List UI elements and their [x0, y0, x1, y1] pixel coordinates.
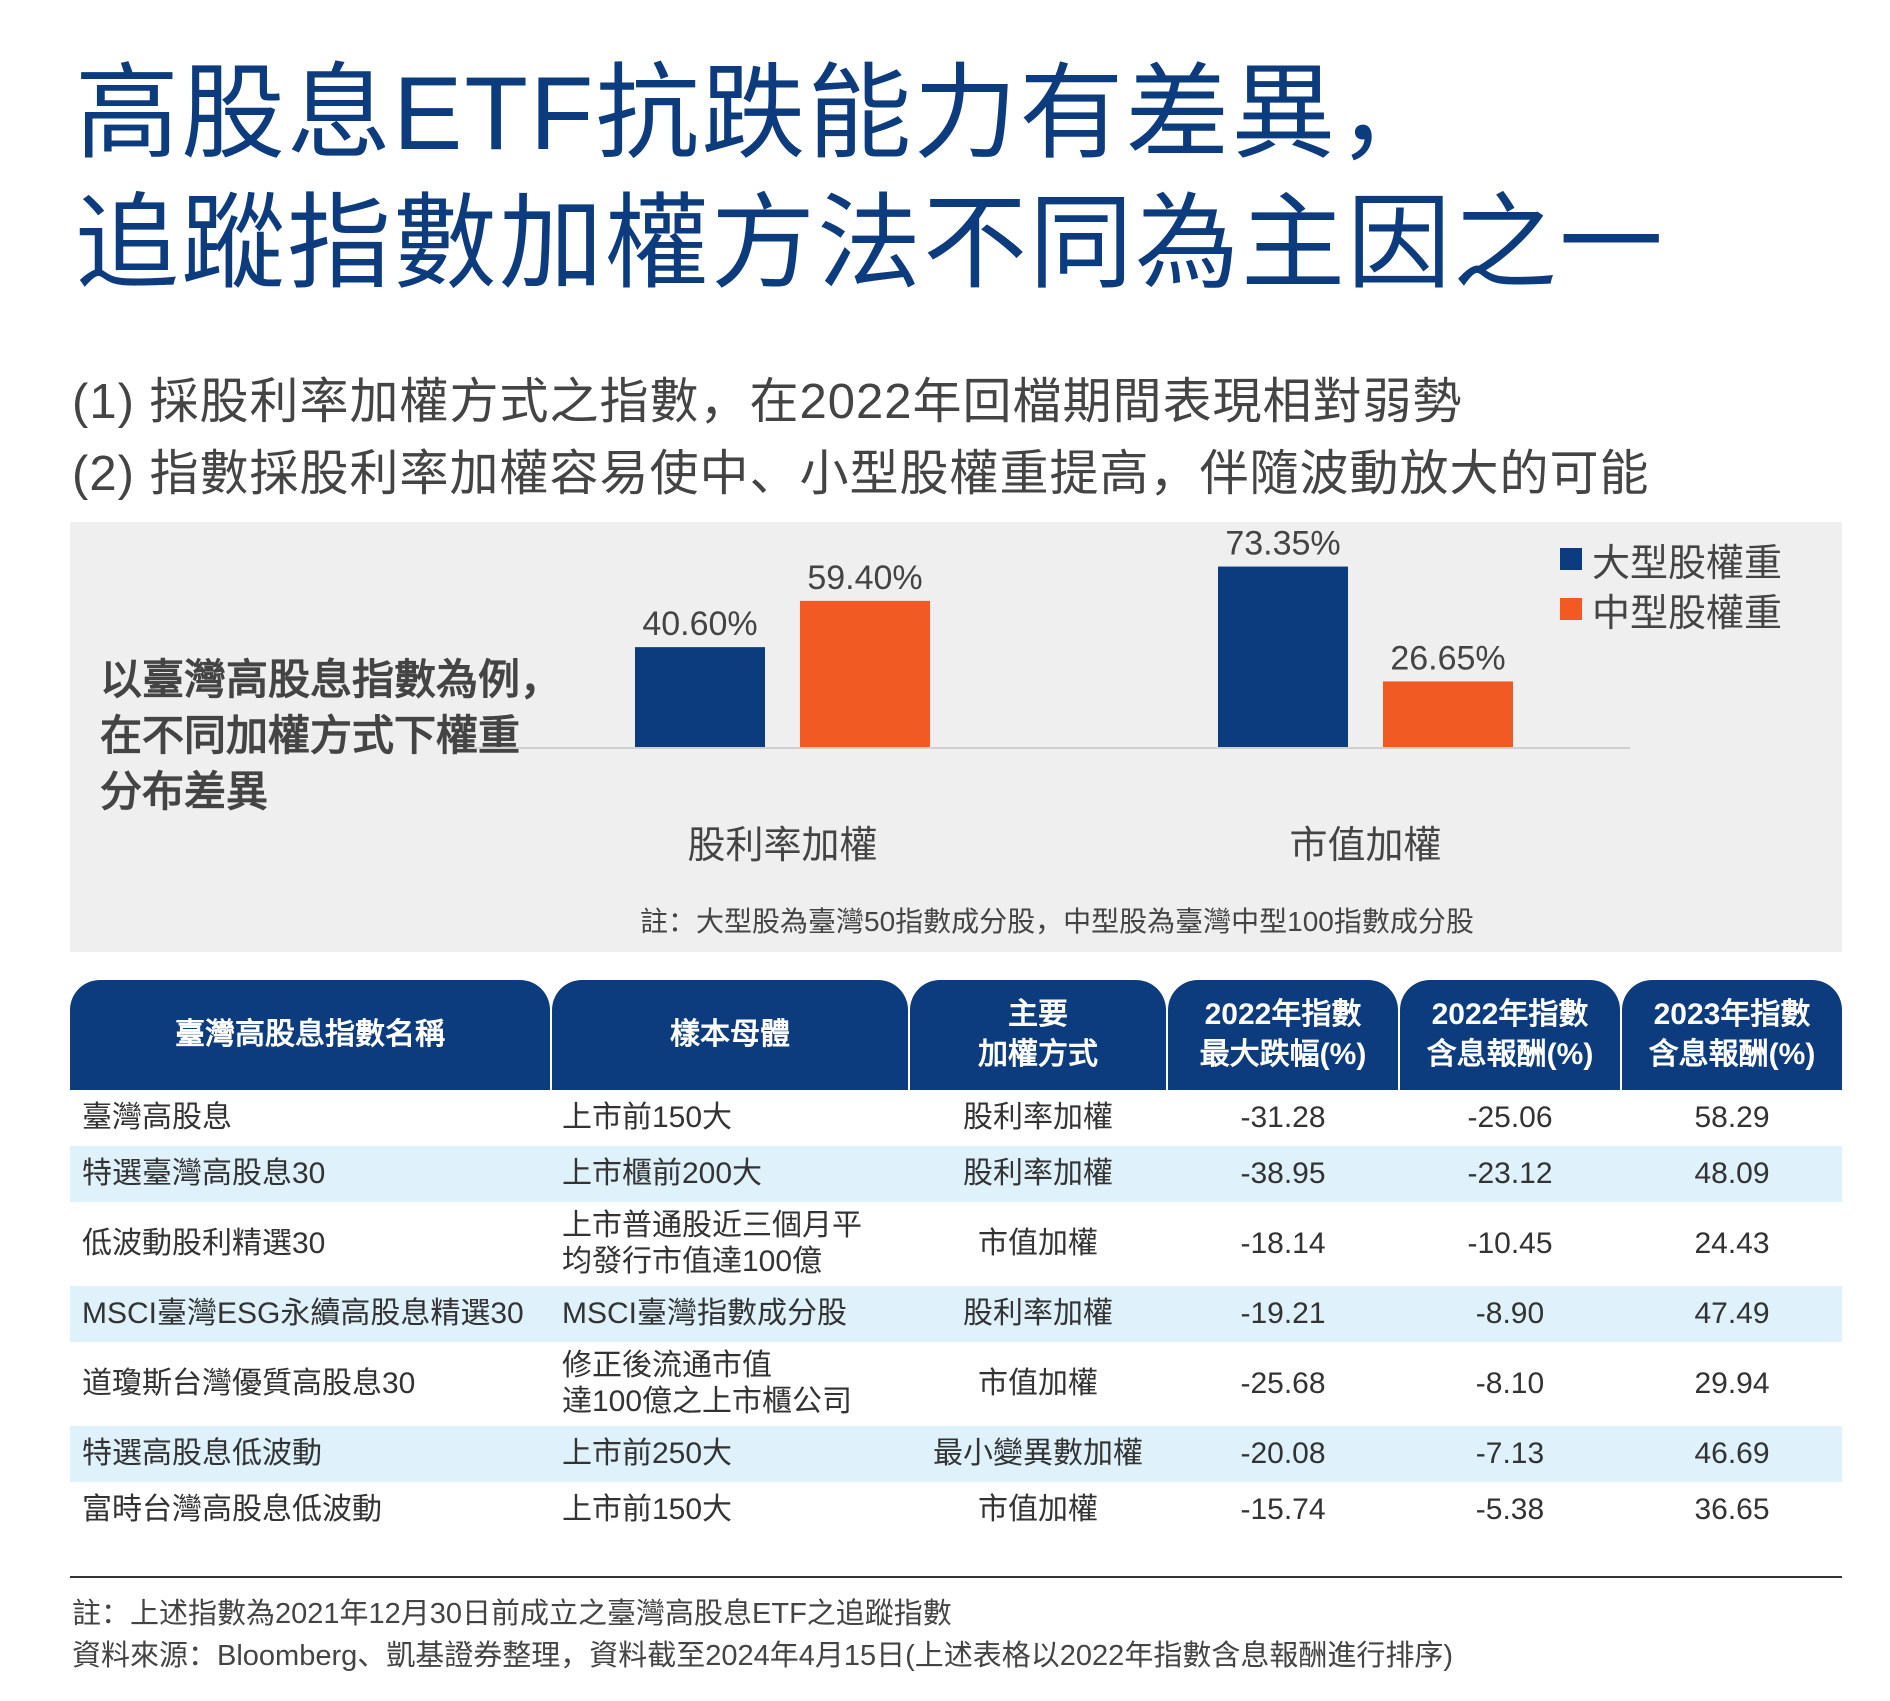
table-cell: 特選高股息低波動	[82, 1437, 322, 1470]
data-label: 73.35%	[1225, 525, 1340, 563]
table-cell: -8.10	[1475, 1367, 1545, 1400]
table-row: 臺灣高股息 上市前150大 股利率加權 -31.28 -25.06 58.29	[70, 1090, 1842, 1146]
table-cell: 富時台灣高股息低波動	[82, 1493, 382, 1526]
table-cell: 36.65	[1694, 1493, 1770, 1526]
bar-large-cap-1	[1218, 566, 1348, 747]
table-cell: -10.45	[1467, 1227, 1553, 1260]
table-row: 富時台灣高股息低波動 上市前150大 市值加權 -15.74 -5.38 36.65	[70, 1482, 1842, 1538]
table-row: 特選臺灣高股息30 上市櫃前200大 股利率加權 -38.95 -23.12 48.09	[70, 1146, 1842, 1202]
category-label: 市值加權	[1289, 825, 1441, 867]
table-cell: 股利率加權	[963, 1157, 1113, 1190]
table-header: 臺灣高股息指數名稱 樣本母體 主要 加權方式 2022年指數 最大跌幅(%) 2…	[70, 980, 1842, 1090]
header-2023-total-return: 2023年指數 含息報酬(%)	[1622, 980, 1842, 1090]
table-cell: 臺灣高股息	[82, 1101, 232, 1134]
table-footnote: 註：上述指數為2021年12月30日前成立之臺灣高股息ETF之追蹤指數	[72, 1598, 952, 1630]
table-cell: -19.21	[1240, 1297, 1326, 1330]
data-label: 40.60%	[642, 605, 757, 643]
table-row: 低波動股利精選30 上市普通股近三個月平 均發行市值達100億 市值加權 -18.14…	[70, 1202, 1842, 1286]
table-cell: 58.29	[1694, 1101, 1770, 1134]
table-bottom-rule	[70, 1576, 1842, 1578]
legend-item-large-cap: 大型股權重	[1560, 534, 1783, 585]
table-cell: 上市普通股近三個月平 均發行市值達100億	[562, 1209, 862, 1278]
table-cell: 道瓊斯台灣優質高股息30	[82, 1367, 416, 1400]
table-cell: -15.74	[1240, 1493, 1326, 1526]
table-cell: MSCI臺灣ESG永續高股息精選30	[82, 1297, 524, 1330]
table-cell: 特選臺灣高股息30	[82, 1157, 326, 1190]
table-row: 特選高股息低波動 上市前250大 最小變異數加權 -20.08 -7.13 46.69	[70, 1426, 1842, 1482]
table-cell: 47.49	[1694, 1297, 1770, 1330]
header-weighting-method: 主要 加權方式	[910, 980, 1166, 1090]
header-2022-max-drawdown: 2022年指數 最大跌幅(%)	[1168, 980, 1398, 1090]
chart-panel: 以臺灣高股息指數為例， 在不同加權方式下權重 分布差異 40.60% 59.40%…	[70, 522, 1842, 952]
table-cell: 上市前250大	[562, 1437, 733, 1470]
legend-label-large-cap: 大型股權重	[1592, 542, 1783, 585]
table-cell: 上市前150大	[562, 1493, 733, 1526]
table-cell: 市值加權	[978, 1367, 1098, 1400]
chart-note: 註：大型股為臺灣50指數成分股，中型股為臺灣中型100指數成分股	[640, 906, 1474, 937]
table-cell: -38.95	[1240, 1157, 1326, 1190]
table-row: MSCI臺灣ESG永續高股息精選30 MSCI臺灣指數成分股 股利率加權 -19.21…	[70, 1286, 1842, 1342]
legend-item-mid-cap: 中型股權重	[1560, 584, 1783, 635]
chart-caption-line2: 在不同加權方式下權重	[100, 712, 521, 759]
chart-caption-line3: 分布差異	[100, 768, 269, 815]
table-cell: 股利率加權	[963, 1297, 1113, 1330]
index-comparison-table: 臺灣高股息指數名稱 樣本母體 主要 加權方式 2022年指數 最大跌幅(%) 2…	[70, 980, 1842, 1578]
bar-chart: 40.60% 59.40% 股利率加權 73.35% 26.65% 市值加權	[470, 525, 1630, 867]
table-cell: 低波動股利精選30	[82, 1227, 326, 1260]
data-label: 59.40%	[807, 559, 922, 597]
page-title-line1: 高股息ETF抗跌能力有差異，	[75, 56, 1444, 172]
category-label: 股利率加權	[687, 825, 877, 867]
data-source: 資料來源：Bloomberg、凱基證券整理，資料截至2024年4月15日(上述表…	[72, 1640, 1453, 1672]
table-cell: -23.12	[1467, 1157, 1553, 1190]
page-title-line2: 追蹤指數加權方法不同為主因之一	[75, 186, 1666, 302]
table-row: 道瓊斯台灣優質高股息30 修正後流通市值 達100億之上市櫃公司 市值加權 -25.6…	[70, 1342, 1842, 1426]
table-cell: 市值加權	[978, 1227, 1098, 1260]
table-cell: MSCI臺灣指數成分股	[562, 1297, 847, 1330]
table-cell: -7.13	[1475, 1437, 1545, 1470]
table-cell: 29.94	[1694, 1367, 1770, 1400]
bar-large-cap-0	[635, 647, 765, 747]
table-cell: -18.14	[1240, 1227, 1326, 1260]
header-index-name: 臺灣高股息指數名稱	[70, 980, 550, 1090]
table-cell: -8.90	[1475, 1297, 1545, 1330]
legend-swatch-mid-cap	[1560, 598, 1582, 620]
header-2022-total-return: 2022年指數 含息報酬(%)	[1400, 980, 1620, 1090]
chart-legend: 大型股權重 中型股權重	[1560, 534, 1783, 635]
table-cell: -25.06	[1467, 1101, 1553, 1134]
table-cell: 上市前150大	[562, 1101, 733, 1134]
table-cell: -5.38	[1475, 1493, 1545, 1526]
bar-mid-cap-0	[800, 600, 930, 747]
table-cell: 股利率加權	[963, 1101, 1113, 1134]
table-cell: -20.08	[1240, 1437, 1326, 1470]
table-cell: 48.09	[1694, 1157, 1770, 1190]
table-cell: -31.28	[1240, 1101, 1326, 1134]
table-cell: -25.68	[1240, 1367, 1326, 1400]
bar-mid-cap-1	[1383, 681, 1513, 747]
table-cell: 市值加權	[978, 1493, 1098, 1526]
legend-label-mid-cap: 中型股權重	[1592, 592, 1783, 635]
table-cell: 24.43	[1694, 1227, 1770, 1260]
header-sample-universe: 樣本母體	[552, 980, 908, 1090]
legend-swatch-large-cap	[1560, 548, 1582, 570]
subtitle-point-2: (2) 指數採股利率加權容易使中、小型股權重提高，伴隨波動放大的可能	[72, 447, 1650, 501]
table-cell: 修正後流通市值 達100億之上市櫃公司	[562, 1349, 853, 1418]
table-cell: 上市櫃前200大	[562, 1157, 763, 1190]
data-label: 26.65%	[1390, 639, 1505, 677]
subtitle-point-1: (1) 採股利率加權方式之指數，在2022年回檔期間表現相對弱勢	[72, 375, 1463, 429]
chart-caption: 以臺灣高股息指數為例， 在不同加權方式下權重 分布差異	[100, 652, 562, 820]
chart-caption-line1: 以臺灣高股息指數為例，	[100, 656, 563, 703]
table-cell: 最小變異數加權	[933, 1437, 1143, 1470]
table-cell: 46.69	[1694, 1437, 1770, 1470]
